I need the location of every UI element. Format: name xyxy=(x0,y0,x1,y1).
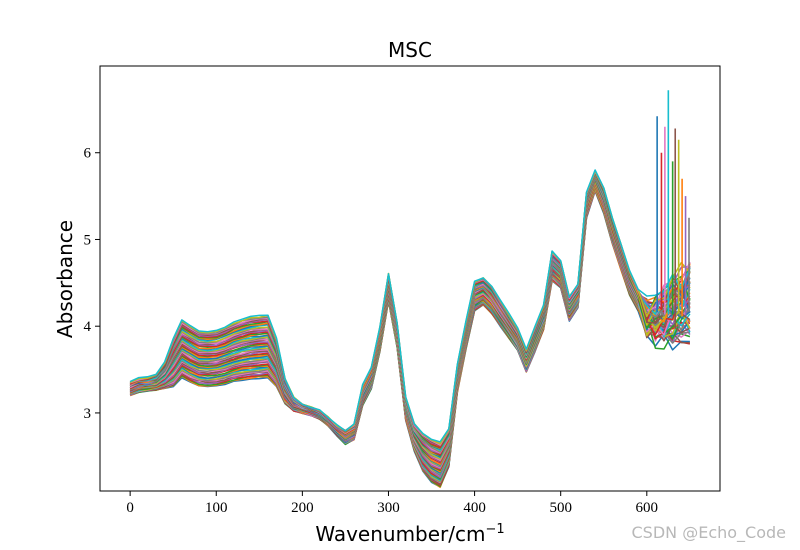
spectrum-line xyxy=(129,169,691,443)
x-tick-label: 300 xyxy=(377,500,400,516)
y-axis-label: Absorbance xyxy=(53,220,77,338)
plot-frame xyxy=(99,65,721,492)
x-tick-label: 600 xyxy=(636,500,659,516)
x-tick-label: 500 xyxy=(549,500,572,516)
y-tick-label: 5 xyxy=(84,232,92,248)
y-tick-label: 6 xyxy=(84,146,92,162)
x-tick-label: 0 xyxy=(126,500,134,516)
x-axis-ticks: 0 100 200 300 400 500 600 xyxy=(126,491,658,516)
x-axis-label: Wavenumber/cm−1 xyxy=(315,522,504,546)
x-tick-label: 200 xyxy=(291,500,314,516)
y-tick-label: 4 xyxy=(84,319,92,335)
chart-title: MSC xyxy=(388,38,432,62)
y-axis-ticks: 3 4 5 6 xyxy=(84,146,100,422)
x-tick-label: 400 xyxy=(463,500,486,516)
spike-layer xyxy=(656,90,690,329)
x-tick-label: 100 xyxy=(205,500,228,516)
watermark: CSDN @Echo_Code xyxy=(631,523,787,542)
y-tick-label: 3 xyxy=(84,406,92,422)
series-layer xyxy=(129,169,691,489)
